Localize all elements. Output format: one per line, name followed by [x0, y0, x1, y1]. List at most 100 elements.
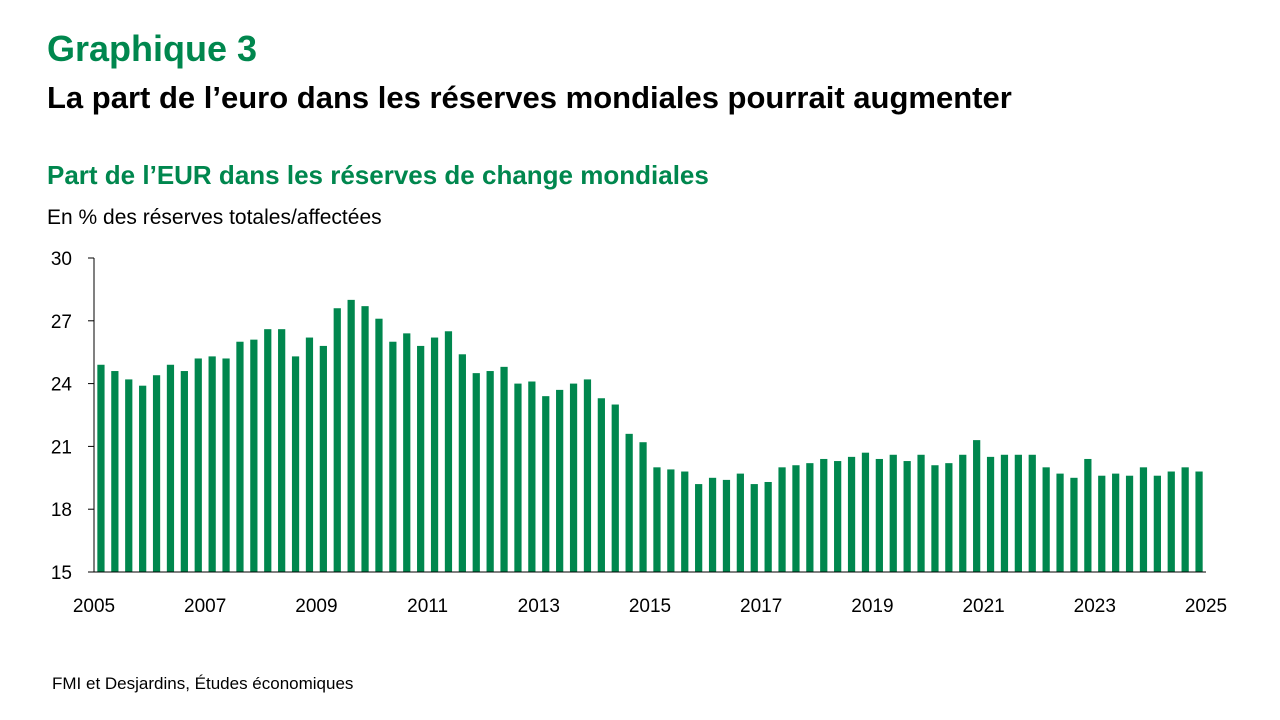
bar: [959, 454, 967, 572]
bar: [486, 371, 494, 572]
bar: [667, 469, 675, 572]
bar: [861, 452, 870, 572]
x-tick-label: 2013: [518, 596, 560, 617]
x-tick-label: 2007: [184, 596, 226, 617]
bar: [278, 329, 286, 572]
bar: [1181, 467, 1189, 572]
bar: [1167, 471, 1175, 572]
bar: [375, 318, 383, 572]
bar: [319, 345, 327, 572]
bar: [458, 354, 466, 572]
bar: [1125, 475, 1134, 572]
bar: [1014, 454, 1022, 572]
bar: [625, 433, 633, 572]
bar: [166, 364, 175, 572]
chart-title: Part de l’EUR dans les réserves de chang…: [47, 160, 709, 190]
bar: [973, 440, 981, 572]
bar: [291, 356, 300, 572]
x-tick-label: 2015: [629, 596, 671, 617]
bar: [556, 389, 564, 572]
bar: [139, 385, 147, 572]
bar: [889, 454, 897, 572]
bar: [639, 442, 647, 572]
x-tick-label: 2011: [407, 596, 448, 617]
bar: [528, 381, 536, 572]
chart-axes: 15 18 21 24 27 30 2005 2007 2009 2011 2013 2015 2017…: [51, 249, 1227, 617]
y-tick-label: 21: [51, 437, 72, 458]
bar: [403, 333, 411, 572]
x-tick-label: 2019: [851, 596, 893, 617]
bar: [389, 341, 397, 572]
bar: [1195, 471, 1203, 572]
x-tick-label: 2025: [1185, 596, 1227, 617]
bar: [97, 364, 105, 572]
bar: [1042, 467, 1050, 572]
bar: [305, 337, 314, 572]
bar: [903, 461, 911, 572]
bar: [806, 463, 814, 572]
bar: [1084, 458, 1092, 572]
y-tick-label: 24: [51, 375, 73, 396]
bar: [917, 454, 925, 572]
bar: [444, 331, 453, 572]
bar: [764, 481, 772, 572]
bar: [681, 471, 689, 572]
x-tick-label: 2021: [962, 596, 1004, 617]
bar: [222, 358, 230, 572]
bar: [542, 396, 550, 572]
bar: [569, 383, 578, 572]
bar: [722, 479, 731, 572]
graph-title: La part de l’euro dans les réserves mond…: [47, 80, 1012, 115]
bar: [750, 484, 758, 572]
bar: [847, 456, 856, 572]
bar: [792, 465, 800, 572]
graph-number: Graphique 3: [47, 28, 258, 69]
bar: [264, 329, 272, 572]
bar: [194, 358, 202, 572]
y-tick-label: 27: [51, 312, 72, 333]
bar: [820, 458, 828, 572]
bar: [333, 308, 341, 572]
bar: [1153, 475, 1161, 572]
bar: [931, 465, 939, 572]
bar: [361, 306, 369, 572]
bar: [1028, 454, 1036, 572]
bar: [180, 371, 188, 572]
bar: [1098, 475, 1106, 572]
bar: [472, 373, 480, 572]
bar: [708, 477, 717, 572]
bar: [430, 337, 439, 572]
bar: [778, 467, 786, 572]
y-tick-label: 30: [51, 249, 72, 270]
x-tick-label: 2023: [1074, 596, 1116, 617]
bar: [111, 371, 119, 572]
bar: [736, 473, 744, 572]
bar: [250, 339, 258, 572]
bar: [653, 467, 661, 572]
source-note: FMI et Desjardins, Études économiques: [52, 674, 354, 693]
bar: [1139, 467, 1148, 572]
bar: [583, 379, 592, 572]
bar-series: [97, 299, 1203, 572]
bar: [347, 299, 355, 572]
bar: [986, 456, 995, 572]
bar: [500, 366, 508, 572]
bar: [695, 484, 703, 572]
y-tick-label: 15: [51, 563, 72, 584]
bar: [125, 379, 133, 572]
y-tick-label: 18: [51, 500, 72, 521]
bar: [152, 375, 161, 572]
bar: [834, 461, 842, 572]
x-tick-label: 2009: [295, 596, 337, 617]
x-tick-label: 2005: [73, 596, 115, 617]
bar: [875, 458, 883, 572]
bar: [236, 341, 244, 572]
bar: [1000, 454, 1009, 572]
bar: [417, 345, 425, 572]
bar: [945, 463, 953, 572]
bar: [611, 404, 619, 572]
bar: [1056, 473, 1064, 572]
bar: [208, 356, 216, 572]
bar: [1112, 473, 1120, 572]
